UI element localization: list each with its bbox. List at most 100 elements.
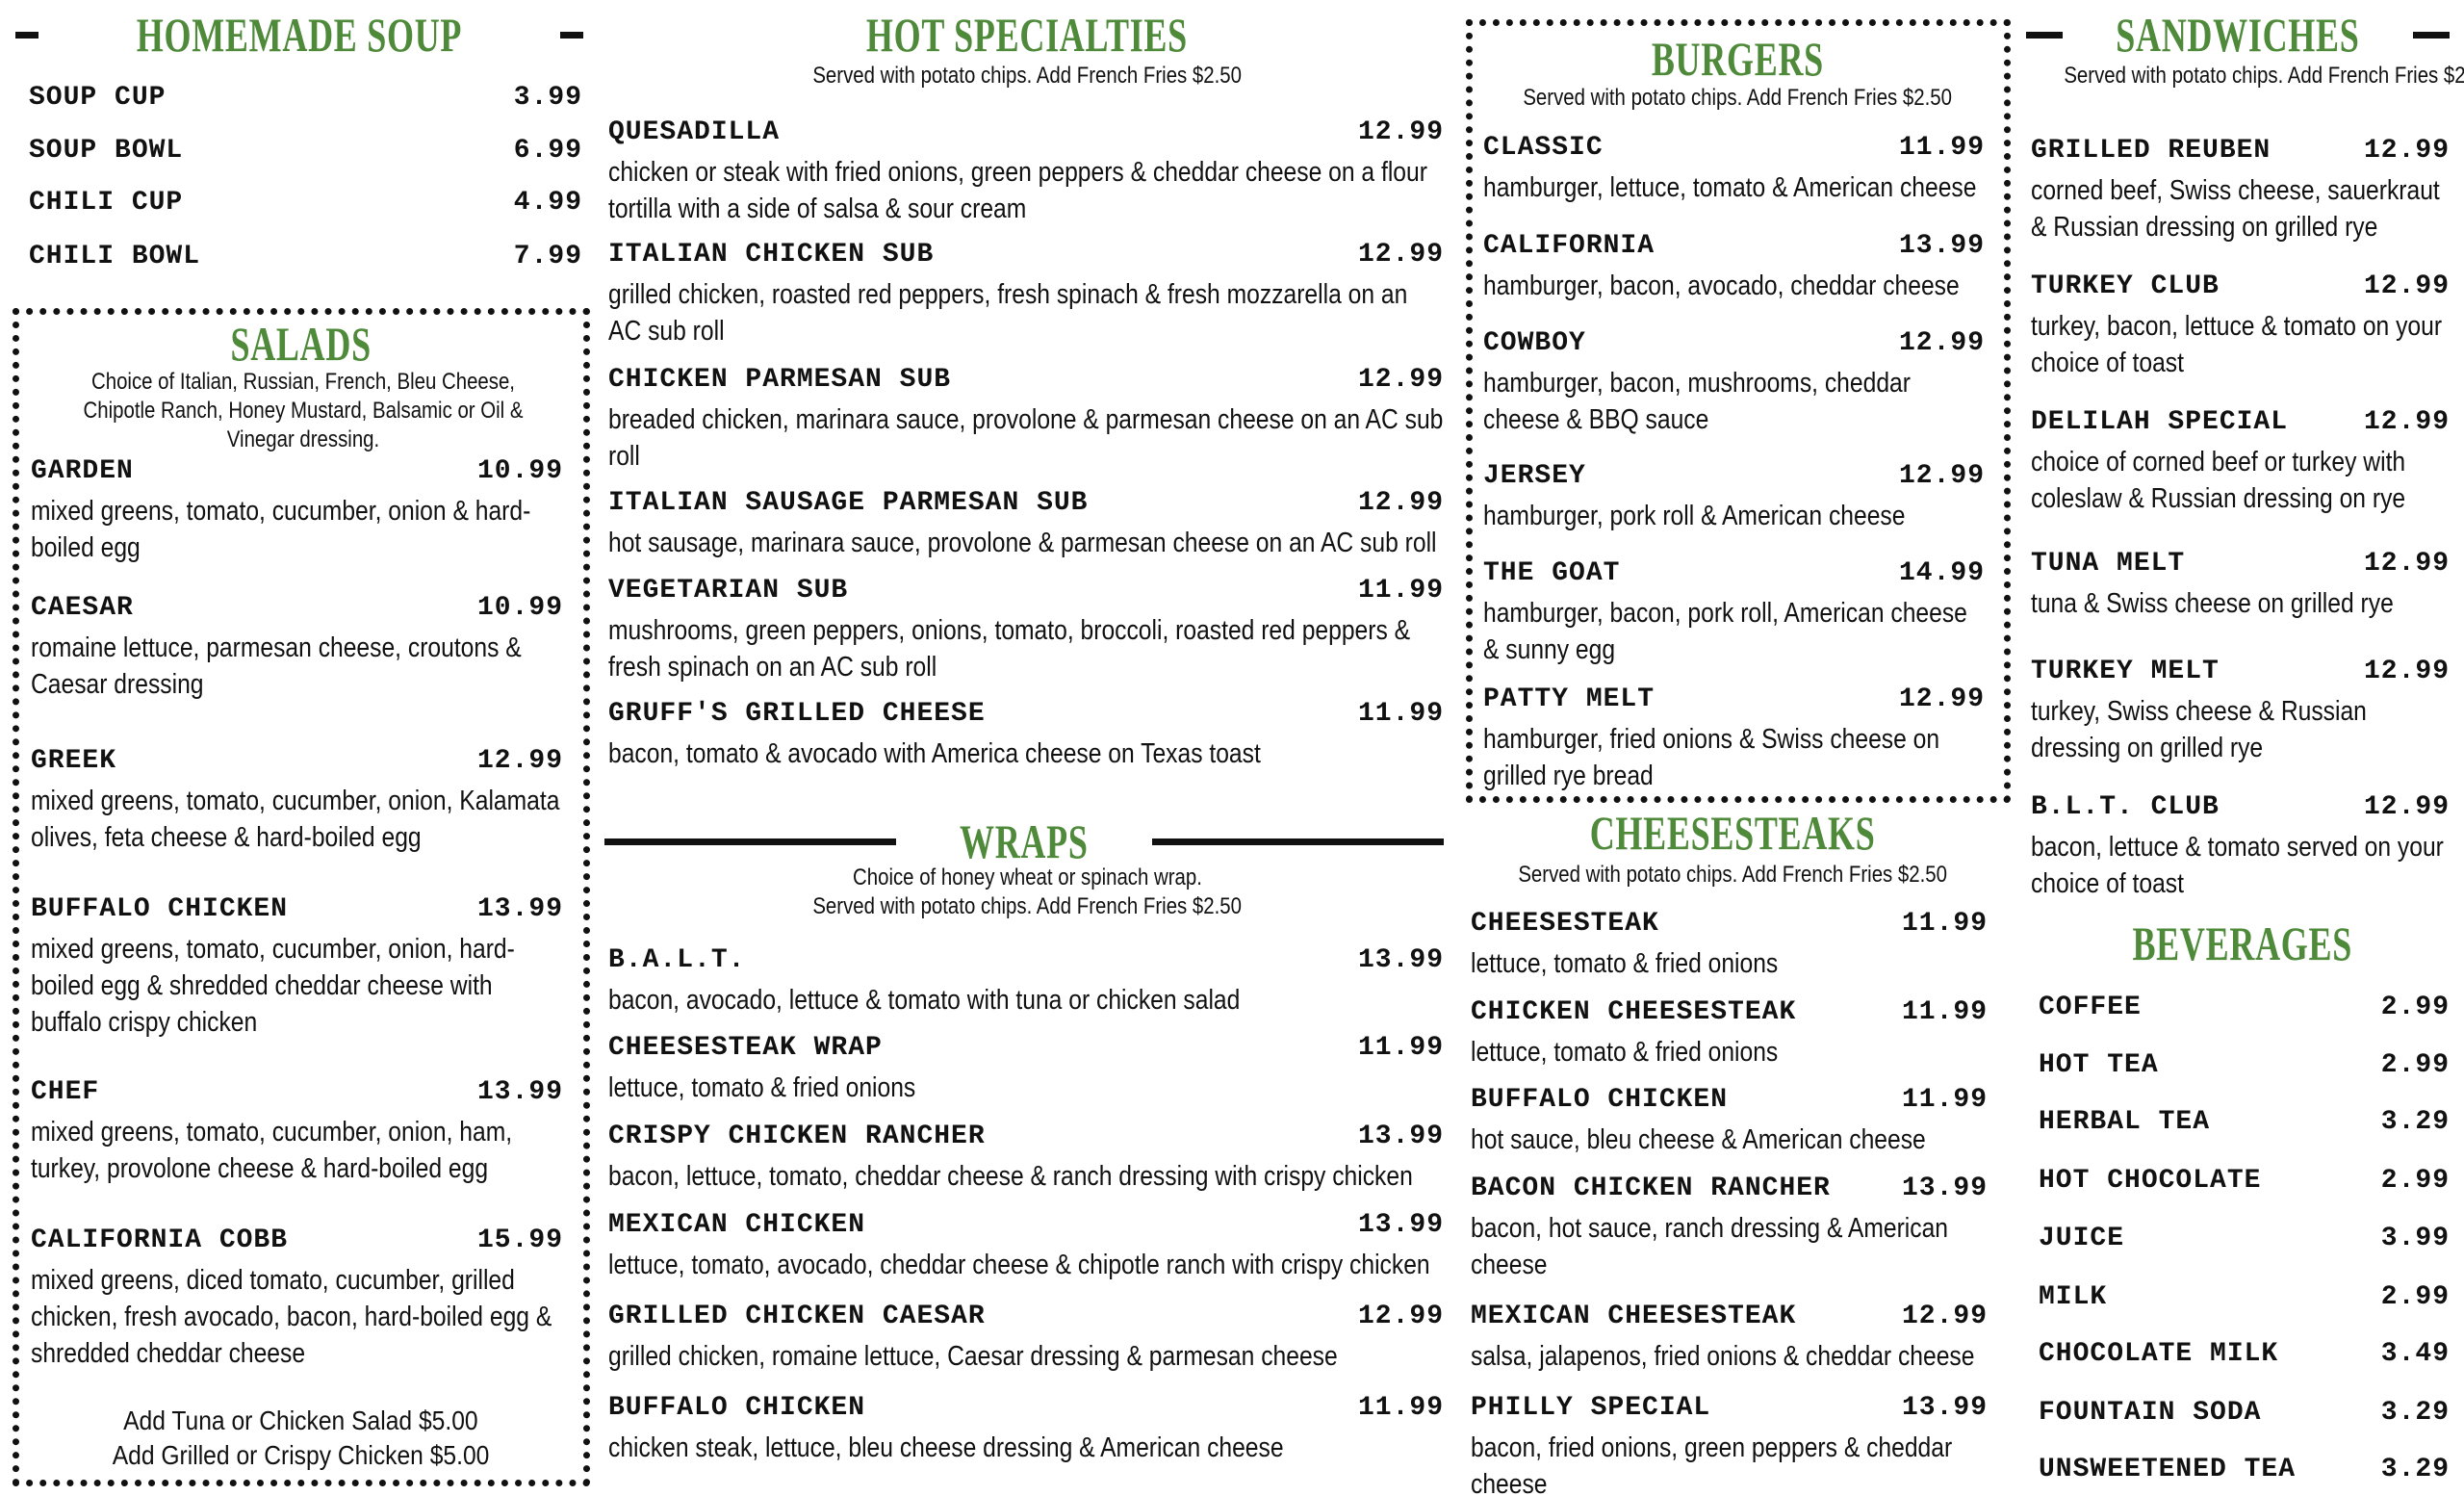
item-name: B.L.T. CLUB <box>2031 792 2220 822</box>
item-description: mushrooms, green peppers, onions, tomato… <box>608 615 1411 683</box>
item-header: BUFFALO CHICKEN 11.99 <box>1471 1082 1988 1119</box>
salads-box <box>13 308 590 1486</box>
item-header: CHICKEN CHEESESTEAK 11.99 <box>1471 994 1988 1031</box>
item-name: CHICKEN CHEESESTEAK <box>1471 997 1797 1027</box>
item-price: 13.99 <box>1357 1122 1444 1151</box>
item-header: SOUP BOWL 6.99 <box>29 133 582 169</box>
menu-item: CHICKEN CHEESESTEAK 11.99 lettuce, tomato … <box>1471 994 1988 1070</box>
item-name: COFFEE <box>2039 993 2142 1022</box>
item-name: CHOCOLATE MILK <box>2039 1339 2279 1369</box>
item-description: grilled chicken, romaine lettuce, Caesar… <box>608 1341 1338 1372</box>
wraps-title: WRAPS <box>960 814 1089 868</box>
salad-addons: Add Tuna or Chicken Salad $5.00 Add Grill… <box>19 1404 582 1473</box>
item-header: HOT CHOCOLATE 2.99 <box>2039 1163 2450 1199</box>
wraps-title-bar: WRAPS <box>604 812 1445 870</box>
cheesesteaks-title-bar: CHEESESTEAKS <box>1468 804 1997 862</box>
item-name: CHEF <box>31 1077 100 1107</box>
item-header: CLASSIC 11.99 <box>1483 130 1985 167</box>
item-header: CAESAR 10.99 <box>31 590 563 627</box>
item-price: 12.99 <box>2363 271 2450 301</box>
item-name: COWBOY <box>1483 328 1586 358</box>
sandwiches-note: Served with potato chips. Add French Fri… <box>2026 62 2464 90</box>
item-price: 12.99 <box>1898 461 1985 491</box>
addon-line: Add Tuna or Chicken Salad $5.00 <box>19 1404 582 1438</box>
item-name: HOT TEA <box>2039 1050 2159 1080</box>
item-header: COWBOY 12.99 <box>1483 325 1985 362</box>
item-description: bacon, hot sauce, ranch dressing & Ameri… <box>1471 1213 1949 1280</box>
item-name: GREEK <box>31 746 117 776</box>
divider-line <box>559 31 583 39</box>
item-price: 11.99 <box>1357 1393 1444 1423</box>
item-description: choice of corned beef or turkey with col… <box>2031 447 2406 514</box>
item-price: 12.99 <box>2363 657 2450 686</box>
item-price: 12.99 <box>476 746 563 776</box>
item-description: hamburger, bacon, mushrooms, cheddar che… <box>1483 368 1911 435</box>
menu-item: JUICE 3.99 <box>2039 1221 2450 1257</box>
item-description: grilled chicken, roasted red peppers, fr… <box>608 279 1408 347</box>
item-price: 12.99 <box>1357 117 1444 147</box>
menu-item: SOUP CUP 3.99 <box>29 80 582 116</box>
item-header: GARDEN 10.99 <box>31 453 563 490</box>
menu-item: HOT CHOCOLATE 2.99 <box>2039 1163 2450 1199</box>
menu-item: CHEESESTEAK WRAP 11.99 lettuce, tomato & f… <box>608 1030 1444 1106</box>
item-name: SOUP BOWL <box>29 136 184 166</box>
item-price: 2.99 <box>2380 1282 2450 1312</box>
item-description: hamburger, lettuce, tomato & American ch… <box>1483 172 1977 203</box>
item-description: romaine lettuce, parmesan cheese, crouto… <box>31 632 522 700</box>
menu-item: PATTY MELT 12.99 hamburger, fried onions &… <box>1483 682 1985 794</box>
item-description: hot sauce, bleu cheese & American cheese <box>1471 1124 1926 1155</box>
cheesesteaks-title: CHEESESTEAKS <box>1589 806 1876 860</box>
item-name: CHEESESTEAK WRAP <box>608 1033 883 1063</box>
item-name: CHICKEN PARMESAN SUB <box>608 365 952 395</box>
item-description: salsa, jalapenos, fried onions & cheddar… <box>1471 1341 1975 1372</box>
menu-item: TUNA MELT 12.99 tuna & Swiss cheese on gri… <box>2031 546 2450 622</box>
menu-item: MEXICAN CHICKEN 13.99 lettuce, tomato, avo… <box>608 1207 1444 1283</box>
item-description: mixed greens, tomato, cucumber, onion, K… <box>31 786 560 853</box>
item-price: 11.99 <box>1357 1033 1444 1063</box>
beverages-title: BEVERAGES <box>2132 916 2353 970</box>
item-price: 12.99 <box>2363 136 2450 166</box>
item-description: bacon, lettuce & tomato served on your c… <box>2031 832 2444 899</box>
item-description: bacon, lettuce, tomato, cheddar cheese &… <box>608 1161 1413 1192</box>
item-name: TUNA MELT <box>2031 549 2186 579</box>
item-header: THE GOAT 14.99 <box>1483 555 1985 592</box>
note-line: Served with potato chips. Add French Fri… <box>812 893 1242 919</box>
menu-item: MILK 2.99 <box>2039 1279 2450 1316</box>
item-header: GRILLED REUBEN 12.99 <box>2031 133 2450 169</box>
burgers-box <box>1466 19 2011 803</box>
item-price: 13.99 <box>476 894 563 924</box>
item-price: 12.99 <box>2363 792 2450 822</box>
item-name: MEXICAN CHEESESTEAK <box>1471 1302 1797 1331</box>
item-description: lettuce, tomato & fried onions <box>1471 1037 1779 1068</box>
note-line: Choice of honey wheat or spinach wrap. <box>852 864 1202 890</box>
menu-item: ITALIAN CHICKEN SUB 12.99 grilled chicken,… <box>608 237 1444 349</box>
item-header: BUFFALO CHICKEN 11.99 <box>608 1390 1444 1427</box>
menu-item: TURKEY MELT 12.99 turkey, Swiss cheese & R… <box>2031 654 2450 766</box>
item-header: MEXICAN CHEESESTEAK 12.99 <box>1471 1299 1988 1335</box>
divider-line <box>604 838 897 845</box>
item-name: GRUFF'S GRILLED CHEESE <box>608 699 986 729</box>
item-price: 12.99 <box>1357 365 1444 395</box>
item-price: 11.99 <box>1357 576 1444 606</box>
item-name: BUFFALO CHICKEN <box>31 894 289 924</box>
item-name: CAESAR <box>31 593 134 623</box>
item-header: CHEESESTEAK WRAP 11.99 <box>608 1030 1444 1067</box>
beverages-title-bar: BEVERAGES <box>2031 915 2454 972</box>
item-header: QUESADILLA 12.99 <box>608 115 1444 151</box>
item-header: COFFEE 2.99 <box>2039 990 2450 1026</box>
item-description: chicken or steak with fried onions, gree… <box>608 157 1427 224</box>
item-price: 10.99 <box>476 593 563 623</box>
note-line: Served with potato chips. Add French Fri… <box>812 63 1242 89</box>
menu-item: BUFFALO CHICKEN 13.99 mixed greens, tomato… <box>31 891 563 1041</box>
item-price: 13.99 <box>476 1077 563 1107</box>
item-name: TURKEY CLUB <box>2031 271 2220 301</box>
menu-item: CHEF 13.99 mixed greens, tomato, cucumber,… <box>31 1074 563 1187</box>
salads-title: SALADS <box>230 317 372 371</box>
item-name: B.A.L.T. <box>608 945 746 975</box>
item-header: MILK 2.99 <box>2039 1279 2450 1316</box>
item-header: HERBAL TEA 3.29 <box>2039 1104 2450 1141</box>
wraps-note: Choice of honey wheat or spinach wrap. Se… <box>608 864 1446 921</box>
divider-line <box>2412 31 2450 39</box>
menu-item: COWBOY 12.99 hamburger, bacon, mushrooms, … <box>1483 325 1985 438</box>
item-price: 3.49 <box>2380 1339 2450 1369</box>
